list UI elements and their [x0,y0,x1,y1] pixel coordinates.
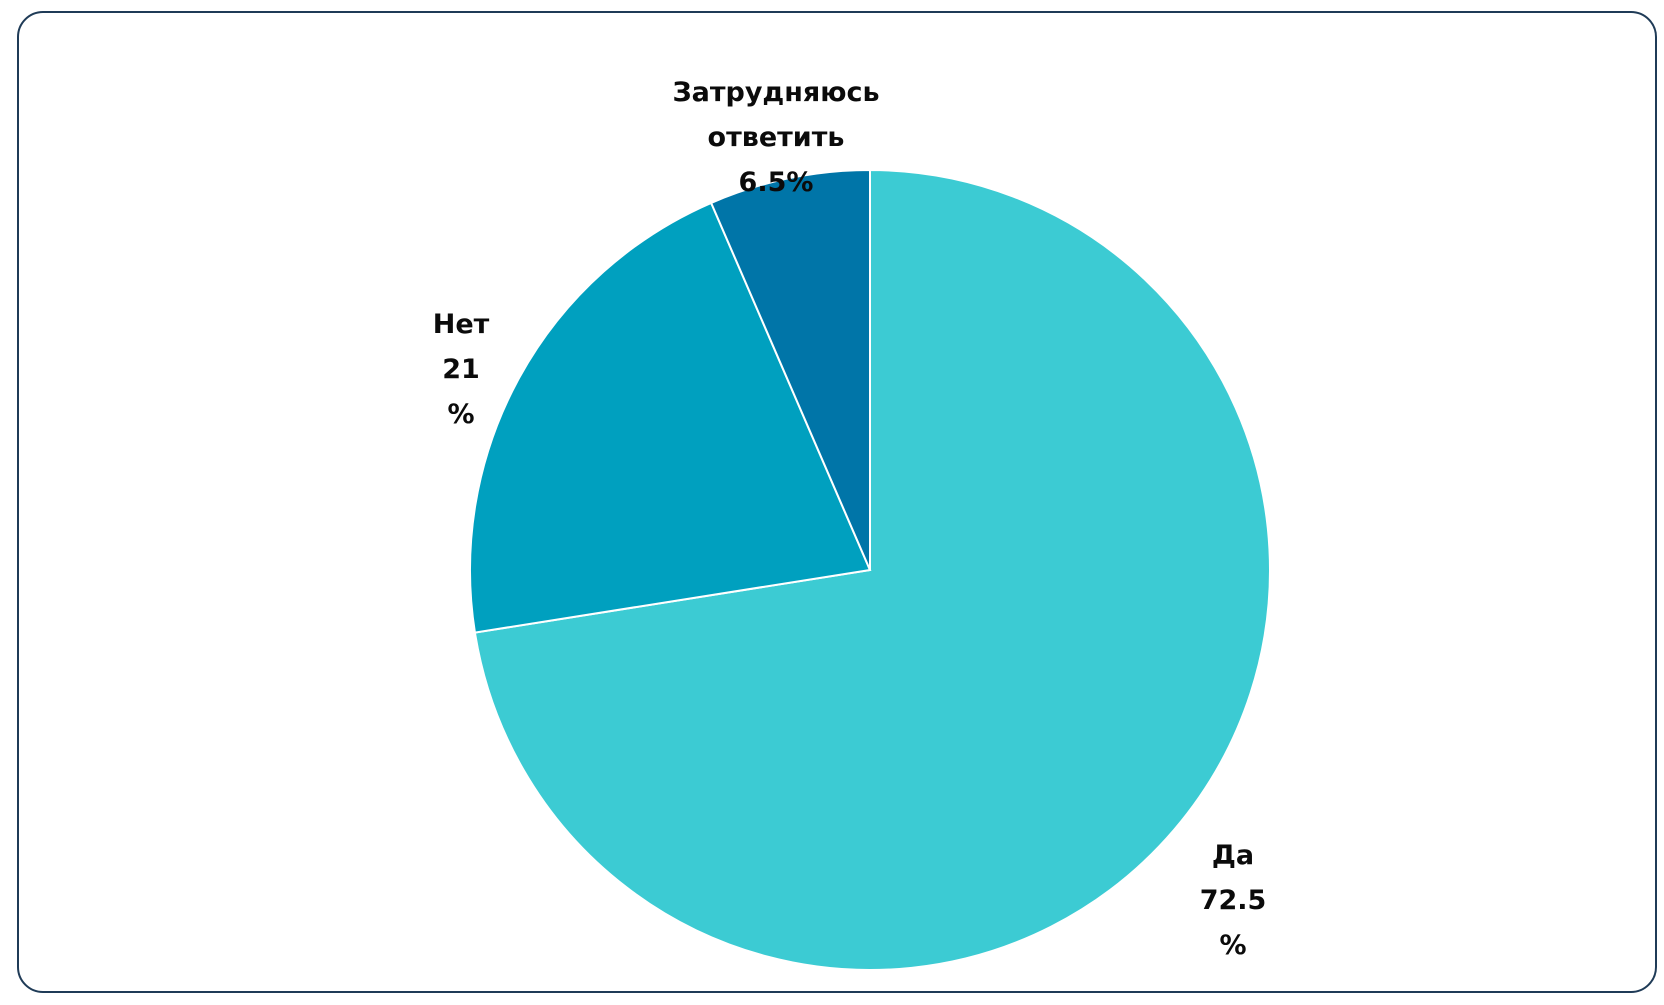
slice-label-no-value: 21 [442,354,480,385]
pie-slice-unsure [709,168,871,571]
slice-label-yes-value: 72.5 [1200,885,1267,916]
slice-label-unsure-line1: Затрудняюсь [672,77,879,108]
slice-labels: Да 72.5 % Нет 21 % Затрудняюсь ответить … [433,77,1267,961]
slice-label-yes-unit: % [1219,930,1246,961]
slice-label-no-unit: % [447,399,474,430]
slice-label-no-name: Нет [433,309,490,340]
pie-slice-yes [473,168,1271,971]
pie-slice-no [469,201,872,634]
pie-slices [469,168,1271,971]
slice-label-unsure-line2: ответить [708,122,845,153]
slice-label-unsure-value: 6.5% [739,167,814,198]
slice-label-yes-name: Да [1212,840,1254,871]
